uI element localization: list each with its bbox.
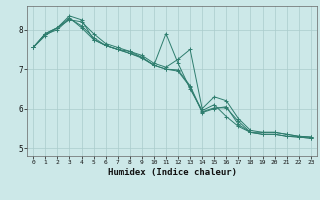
X-axis label: Humidex (Indice chaleur): Humidex (Indice chaleur) (108, 168, 236, 177)
